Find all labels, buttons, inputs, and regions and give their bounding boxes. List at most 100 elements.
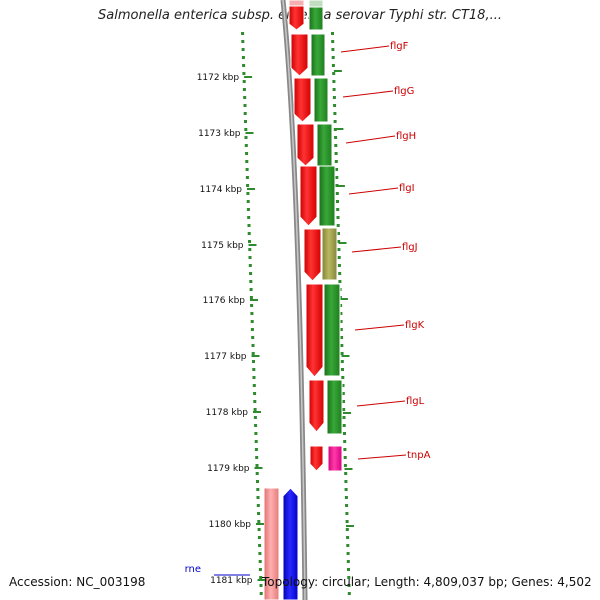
backbone-highlight — [282, 0, 306, 600]
cds-arrow[interactable] — [308, 379, 325, 433]
ruler-dot — [257, 536, 261, 539]
ruler-dot — [332, 80, 336, 83]
ruler-dot — [331, 56, 335, 59]
ruler-dot — [341, 368, 344, 371]
cds-arrow[interactable] — [296, 123, 315, 167]
ruler-tick — [253, 411, 261, 413]
ruler-dot — [337, 256, 341, 259]
ruler-dot — [342, 400, 345, 403]
ruler-dot — [332, 96, 336, 99]
ruler-dot — [244, 144, 248, 147]
protein-domain-block[interactable] — [318, 165, 336, 227]
right-tick-mark — [338, 242, 347, 244]
ruler-dot — [247, 216, 251, 219]
ruler-dot — [345, 520, 349, 523]
ruler-dot — [344, 488, 348, 491]
ruler-dot — [248, 256, 252, 259]
reverse-cds-arrow[interactable] — [282, 487, 299, 600]
ruler-dot — [250, 328, 254, 331]
ruler-dot — [250, 320, 254, 323]
ruler-dot — [253, 392, 257, 395]
ruler-dot — [346, 544, 350, 547]
ruler-dot — [346, 560, 350, 563]
gene-label-flgG[interactable]: flgG — [394, 86, 414, 97]
cds-arrow[interactable] — [299, 165, 318, 227]
ruler-dot — [252, 368, 256, 371]
protein-domain-block[interactable] — [321, 227, 338, 281]
ruler-dot — [340, 344, 344, 347]
ruler-dot — [253, 408, 257, 411]
cds-arrow[interactable] — [293, 77, 312, 123]
cds-arrow[interactable] — [288, 0, 305, 31]
ruler-dot — [334, 144, 338, 147]
gene-label-flgH[interactable]: flgH — [396, 131, 416, 142]
ruler-dot — [340, 352, 344, 355]
gene-label-tnpA[interactable]: tnpA — [407, 450, 431, 461]
protein-domain-fragment[interactable] — [308, 0, 324, 8]
ruler-dot — [245, 168, 249, 171]
gene-label-rne[interactable]: rne — [185, 564, 201, 575]
gene-leader-line — [340, 45, 390, 53]
ruler-dot — [343, 464, 347, 467]
ruler-tick — [250, 299, 258, 301]
ruler-dot — [248, 240, 251, 243]
ruler-dot — [342, 408, 346, 411]
ruler-dot — [241, 48, 245, 51]
protein-domain-block[interactable] — [310, 33, 326, 77]
protein-domain-block[interactable] — [313, 77, 329, 123]
ruler-dot — [336, 216, 340, 219]
protein-domain-block[interactable] — [326, 379, 343, 435]
ruler-dot — [249, 296, 253, 299]
ruler-dot — [253, 416, 257, 419]
rna-feature-block[interactable] — [263, 487, 280, 600]
protein-domain-block[interactable] — [323, 283, 341, 377]
ruler-dot — [252, 384, 256, 387]
ruler-dot — [339, 304, 343, 307]
gene-label-flgI[interactable]: flgI — [399, 183, 415, 194]
right-tick-mark — [344, 468, 353, 470]
ruler-dot — [345, 504, 349, 507]
ruler-dot — [258, 544, 262, 547]
ruler-tick — [245, 132, 254, 134]
ruler-dot — [342, 416, 346, 419]
gene-label-flgL[interactable]: flgL — [406, 396, 425, 407]
cds-arrow[interactable] — [290, 33, 309, 77]
ruler-dot — [337, 232, 340, 235]
ruler-dot — [248, 264, 252, 267]
ruler-dot — [345, 512, 349, 515]
protein-domain-block[interactable] — [316, 123, 333, 167]
ruler-dot — [249, 272, 253, 275]
ruler-tick — [248, 244, 257, 246]
ruler-dot — [244, 136, 248, 139]
ruler-dot — [242, 80, 246, 83]
ruler-dot — [247, 224, 251, 227]
ruler-dot — [259, 576, 263, 579]
ruler-dot — [258, 560, 262, 563]
ruler-dot — [343, 432, 346, 435]
transposase-block[interactable] — [327, 445, 343, 472]
gene-label-flgK[interactable]: flgK — [405, 320, 425, 331]
cds-fragment[interactable] — [288, 0, 305, 7]
cds-arrow[interactable] — [309, 445, 324, 472]
ruler-dot — [244, 120, 247, 123]
ruler-dot — [331, 64, 335, 67]
ruler-dot — [259, 592, 263, 595]
ruler-dot — [250, 304, 254, 307]
ruler-dot — [243, 112, 247, 115]
ruler-dot — [246, 192, 250, 195]
gene-label-flgJ[interactable]: flgJ — [402, 242, 418, 253]
right-tick-mark — [343, 412, 351, 414]
cds-arrow[interactable] — [305, 283, 324, 378]
cds-arrow[interactable] — [303, 228, 322, 282]
ruler-dot — [345, 528, 349, 531]
ruler-dot — [247, 232, 251, 235]
right-tick-mark — [335, 128, 344, 130]
ruler-dot — [256, 480, 259, 483]
gene-label-flgF[interactable]: flgF — [390, 41, 409, 52]
gene-leader-line — [356, 400, 406, 407]
ruler-dot — [246, 200, 250, 203]
ruler-dot — [256, 504, 260, 507]
ruler-dot — [241, 40, 245, 43]
gene-leader-line — [348, 187, 399, 195]
